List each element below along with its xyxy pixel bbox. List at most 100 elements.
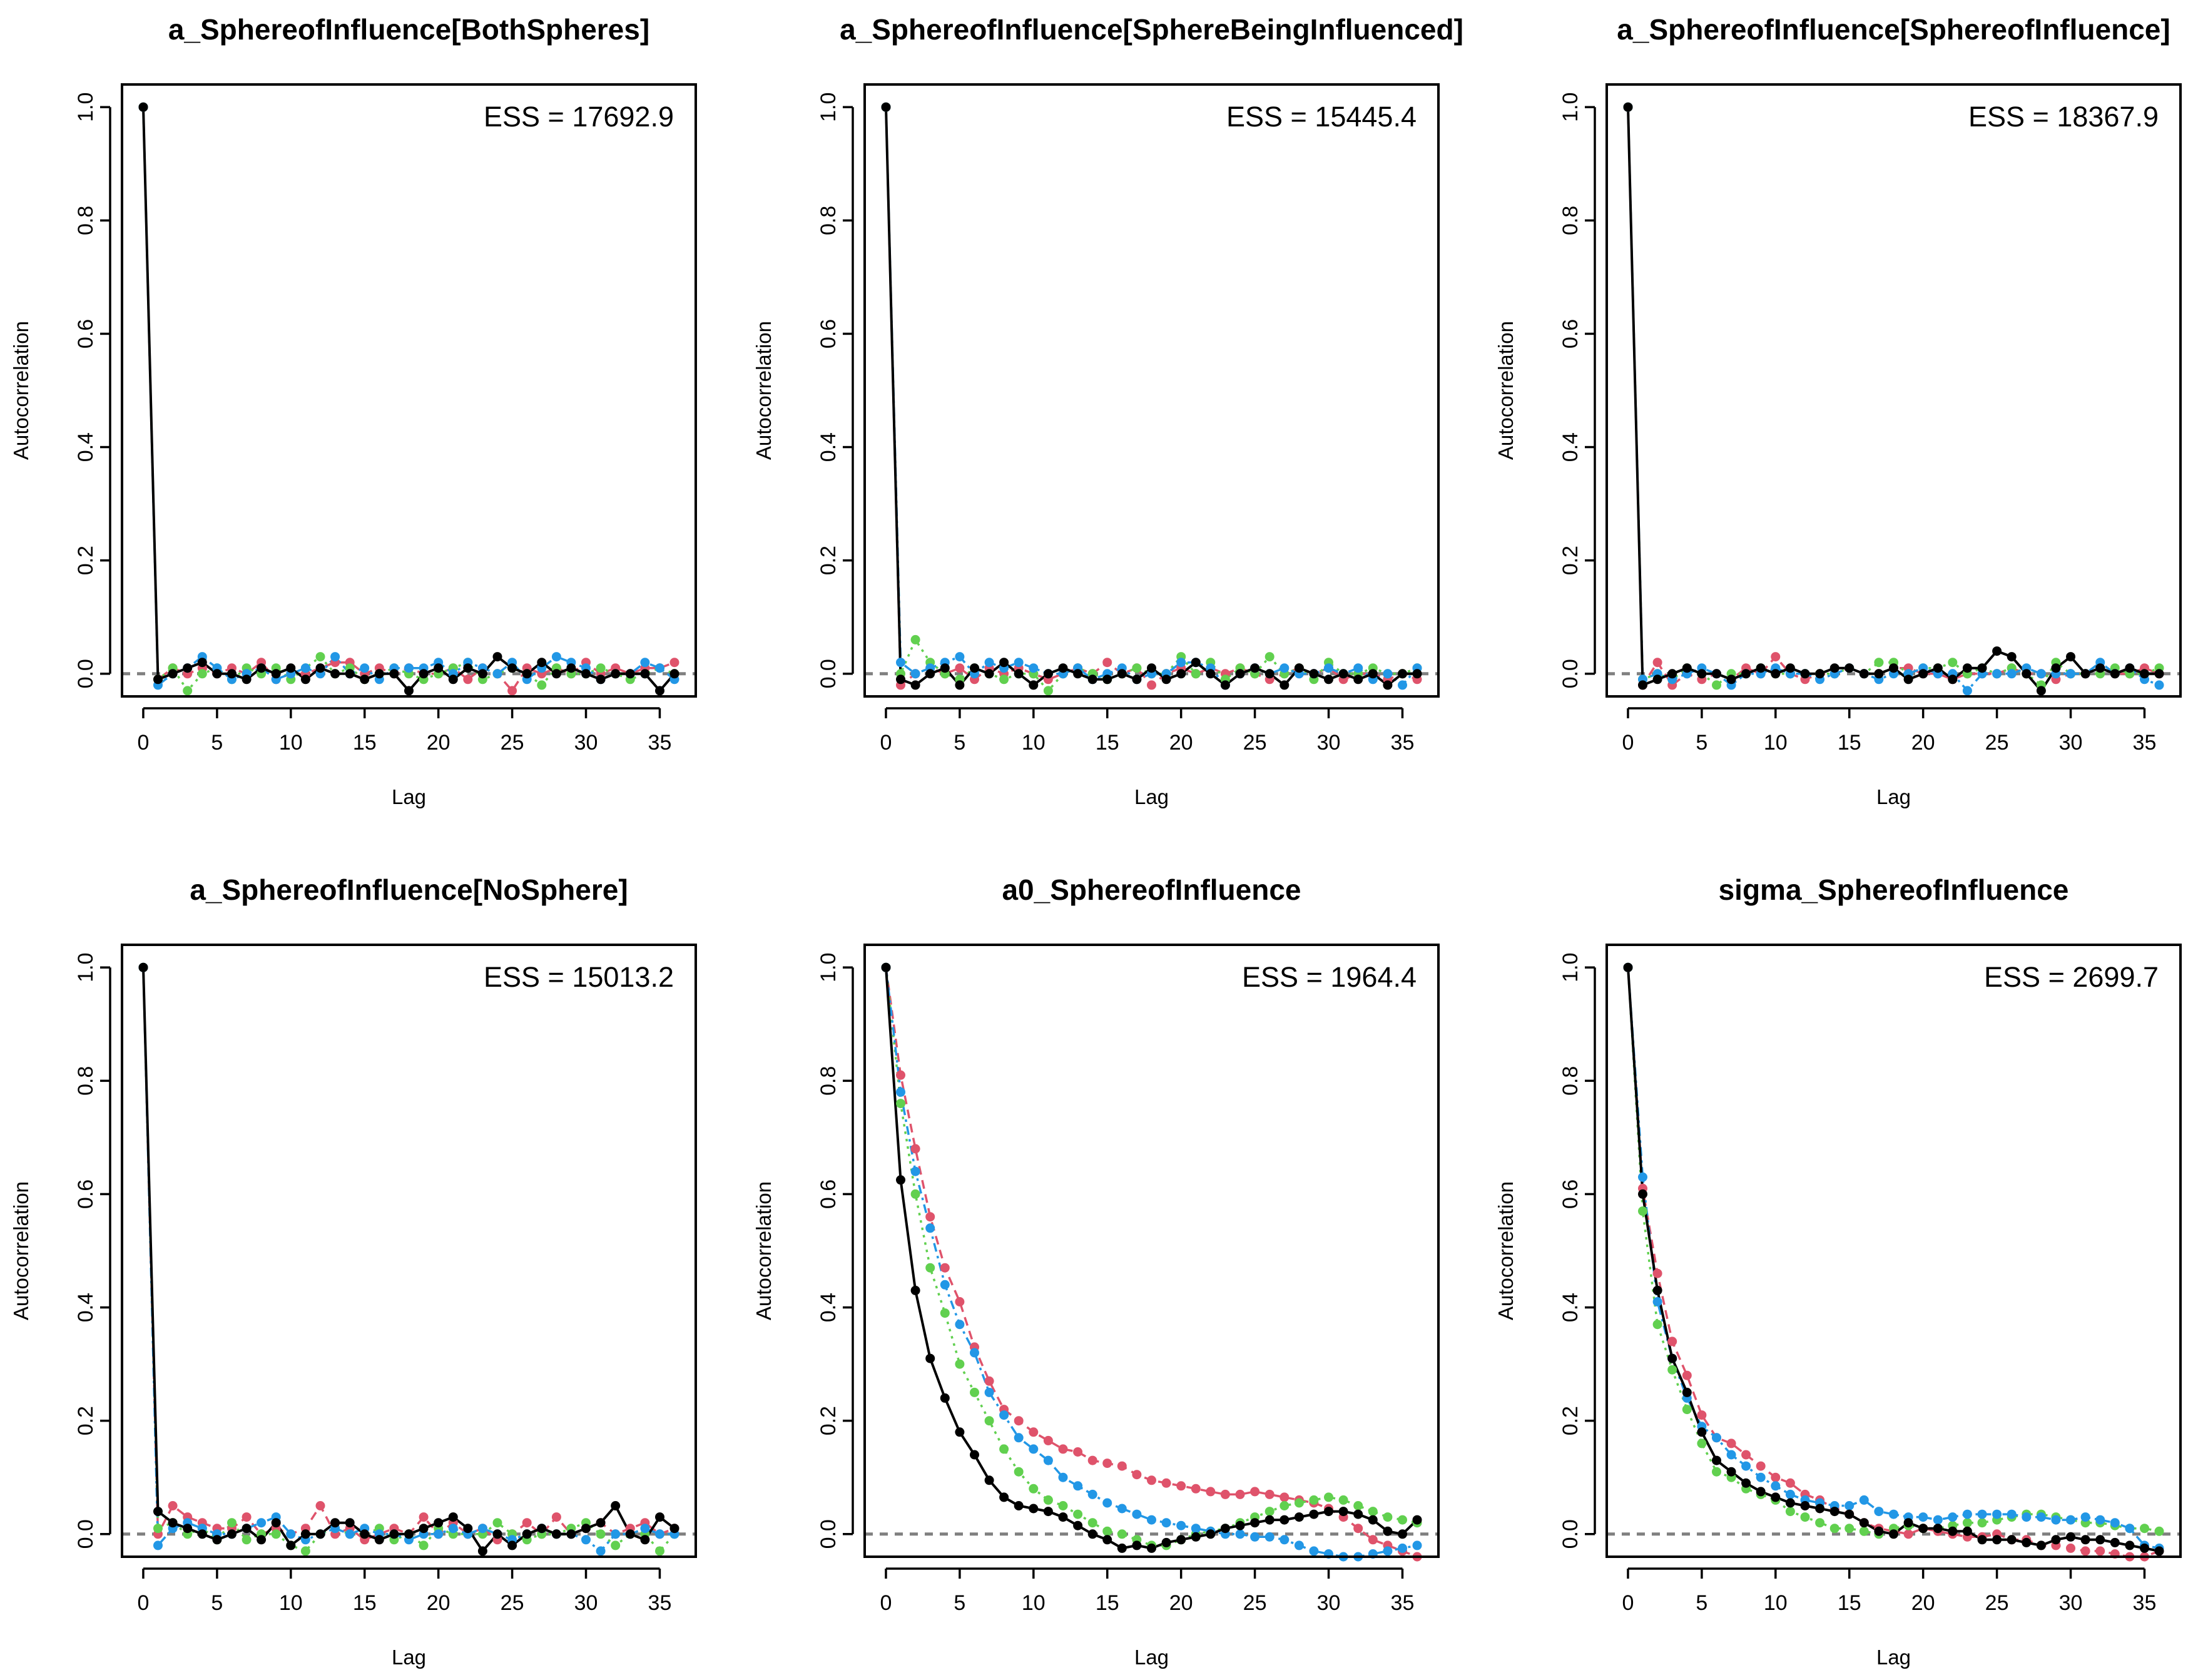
data-point-chain-1 bbox=[1815, 669, 1825, 679]
data-point-chain-1 bbox=[1948, 675, 1958, 685]
x-tick-label: 30 bbox=[2059, 1591, 2083, 1615]
data-point-chain-3 bbox=[955, 1359, 965, 1369]
data-point-chain-1 bbox=[227, 1529, 237, 1539]
data-point-chain-1 bbox=[1264, 1515, 1275, 1525]
ess-annotation: ESS = 15013.2 bbox=[484, 961, 674, 993]
data-point-chain-1 bbox=[881, 102, 891, 112]
data-point-chain-1 bbox=[1176, 1535, 1186, 1545]
data-point-chain-1 bbox=[1383, 680, 1393, 690]
data-point-chain-4 bbox=[300, 663, 310, 673]
x-tick-label: 0 bbox=[138, 1591, 150, 1615]
data-point-chain-4 bbox=[286, 1529, 296, 1539]
data-point-chain-1 bbox=[910, 1285, 920, 1295]
x-tick-label: 25 bbox=[1985, 1591, 2009, 1615]
x-tick-label: 35 bbox=[2133, 1591, 2157, 1615]
x-tick-label: 0 bbox=[1622, 1591, 1634, 1615]
data-point-chain-1 bbox=[1220, 1524, 1230, 1534]
data-point-chain-1 bbox=[1682, 663, 1692, 673]
data-point-chain-4 bbox=[1324, 663, 1333, 673]
x-tick-label: 5 bbox=[1696, 731, 1707, 755]
data-point-chain-1 bbox=[940, 1393, 950, 1403]
y-tick-label: 0.6 bbox=[1559, 1179, 1582, 1209]
data-point-chain-4 bbox=[330, 652, 340, 662]
data-point-chain-1 bbox=[1058, 663, 1068, 673]
x-tick-label: 25 bbox=[1243, 731, 1267, 755]
data-point-chain-1 bbox=[1309, 669, 1319, 679]
panel-title: a0_SphereofInfluence bbox=[1002, 873, 1301, 906]
data-point-chain-1 bbox=[1353, 1509, 1363, 1519]
data-point-chain-1 bbox=[1889, 663, 1898, 673]
data-point-chain-1 bbox=[1176, 669, 1186, 679]
data-point-chain-4 bbox=[1117, 1504, 1127, 1514]
data-point-chain-1 bbox=[271, 1518, 281, 1528]
data-point-chain-2 bbox=[1741, 1450, 1751, 1460]
data-point-chain-4 bbox=[257, 1518, 267, 1528]
x-tick-label: 10 bbox=[1764, 1591, 1788, 1615]
data-point-chain-4 bbox=[984, 658, 994, 668]
data-point-chain-1 bbox=[448, 675, 458, 685]
y-tick-label: 0.4 bbox=[1559, 432, 1582, 462]
data-point-chain-2 bbox=[1697, 1410, 1707, 1420]
data-point-chain-4 bbox=[1398, 680, 1407, 690]
data-point-chain-4 bbox=[345, 1529, 355, 1539]
chart-panel-5: a0_SphereofInfluence ESS = 1964.4 0 5 10 15 20… bbox=[752, 873, 1440, 1669]
data-point-chain-4 bbox=[581, 1535, 591, 1545]
data-point-chain-1 bbox=[1652, 675, 1662, 685]
data-point-chain-3 bbox=[1844, 1524, 1855, 1534]
x-tick-label: 0 bbox=[880, 1591, 892, 1615]
data-point-chain-4 bbox=[2036, 1512, 2046, 1522]
data-point-chain-1 bbox=[1338, 669, 1348, 679]
data-point-chain-4 bbox=[2036, 669, 2046, 679]
data-point-chain-2 bbox=[669, 658, 679, 668]
data-point-chain-1 bbox=[640, 669, 650, 679]
data-point-chain-1 bbox=[138, 962, 148, 972]
data-point-chain-1 bbox=[1623, 962, 1633, 972]
data-point-chain-4 bbox=[1014, 658, 1024, 668]
data-point-chain-3 bbox=[1682, 1405, 1692, 1415]
data-point-chain-2 bbox=[2080, 1546, 2090, 1556]
data-point-chain-1 bbox=[2110, 669, 2120, 679]
x-tick-label: 20 bbox=[1169, 731, 1193, 755]
data-point-chain-1 bbox=[1712, 669, 1721, 679]
y-tick-label: 1.0 bbox=[817, 953, 840, 982]
chart-panel-3: a_SphereofInfluence[SphereofInfluence] ES… bbox=[1494, 13, 2182, 808]
data-point-chain-1 bbox=[1800, 669, 1810, 679]
data-point-chain-4 bbox=[1918, 1512, 1928, 1522]
x-tick-label: 10 bbox=[1022, 1591, 1046, 1615]
data-point-chain-2 bbox=[1235, 1489, 1245, 1499]
data-point-chain-2 bbox=[955, 663, 965, 673]
data-point-chain-1 bbox=[1161, 675, 1171, 685]
ess-annotation: ESS = 15445.4 bbox=[1226, 101, 1417, 133]
data-point-chain-1 bbox=[1667, 669, 1677, 679]
data-point-chain-3 bbox=[1829, 1524, 1839, 1534]
data-point-chain-1 bbox=[404, 1529, 414, 1539]
data-point-chain-1 bbox=[1623, 102, 1633, 112]
x-tick-label: 5 bbox=[954, 1591, 965, 1615]
data-point-chain-1 bbox=[596, 1518, 606, 1528]
y-tick-label: 0.2 bbox=[1559, 546, 1582, 575]
data-point-chain-3 bbox=[1785, 1507, 1795, 1517]
x-tick-label: 25 bbox=[501, 731, 524, 755]
data-point-chain-1 bbox=[1368, 669, 1378, 679]
data-point-chain-3 bbox=[2140, 1524, 2149, 1534]
data-point-chain-1 bbox=[212, 1535, 222, 1545]
data-point-chain-1 bbox=[1756, 663, 1766, 673]
data-point-chain-2 bbox=[1667, 1336, 1677, 1347]
data-point-chain-4 bbox=[1353, 663, 1363, 673]
data-point-chain-2 bbox=[315, 1501, 325, 1510]
y-tick-label: 0.0 bbox=[74, 659, 98, 688]
data-point-chain-1 bbox=[1682, 1387, 1692, 1397]
plot-frame bbox=[1605, 83, 2182, 698]
x-tick-label: 15 bbox=[1838, 731, 1861, 755]
data-point-chain-1 bbox=[1638, 1189, 1647, 1199]
data-point-chain-2 bbox=[168, 1501, 178, 1510]
data-point-chain-1 bbox=[1785, 663, 1795, 673]
data-point-chain-1 bbox=[197, 1529, 207, 1539]
data-point-chain-4 bbox=[1058, 1472, 1068, 1482]
data-point-chain-4 bbox=[1087, 1489, 1097, 1499]
data-point-chain-3 bbox=[1132, 663, 1142, 673]
data-point-chain-2 bbox=[551, 1512, 561, 1522]
data-point-chain-1 bbox=[434, 1518, 444, 1528]
data-point-chain-2 bbox=[1147, 680, 1156, 690]
data-point-chain-1 bbox=[1338, 1507, 1348, 1517]
